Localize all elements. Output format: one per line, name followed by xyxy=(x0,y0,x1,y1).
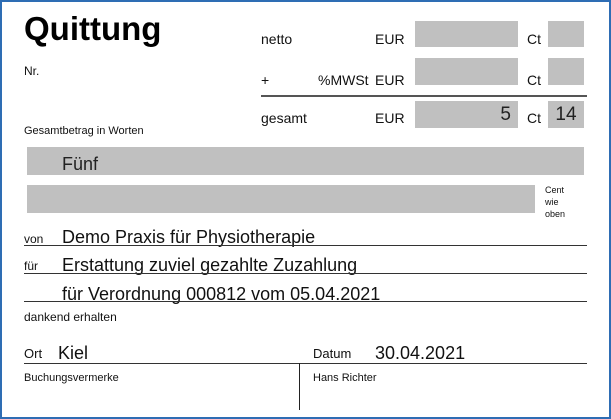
fuer-label: für xyxy=(24,259,39,273)
words-value: Fünf xyxy=(62,154,99,174)
netto-label: netto xyxy=(261,31,293,47)
von-value[interactable]: Demo Praxis für Physiotherapie xyxy=(62,227,316,247)
mwst-ct-label: Ct xyxy=(527,72,541,88)
booking-label: Buchungsvermerke xyxy=(24,372,119,384)
datum-label: Datum xyxy=(313,346,352,361)
signer-name: Hans Richter xyxy=(313,372,377,384)
mwst-currency: EUR xyxy=(375,72,405,88)
mwst-prefix: + xyxy=(261,72,270,88)
netto-ct-field[interactable] xyxy=(548,21,584,47)
words-field[interactable]: Fünf xyxy=(27,147,584,175)
von-line xyxy=(24,245,587,246)
words-label: Gesamtbetrag in Worten xyxy=(24,125,144,137)
gesamt-ct-label: Ct xyxy=(527,110,541,126)
cent-note-3: oben xyxy=(545,209,566,219)
nr-label: Nr. xyxy=(24,64,40,78)
page-title: Quittung xyxy=(24,10,162,47)
datum-value[interactable]: 30.04.2021 xyxy=(375,343,466,363)
gesamt-ct-field[interactable]: 14 xyxy=(548,101,584,128)
fuer-line-2 xyxy=(24,301,587,302)
mwst-label-text: %MWSt xyxy=(318,72,369,88)
gesamt-currency: EUR xyxy=(375,110,405,126)
gesamt-eur-field[interactable]: 5 xyxy=(415,101,518,128)
cent-note-1: Cent xyxy=(545,185,565,195)
gesamt-label: gesamt xyxy=(261,110,307,126)
signature-divider xyxy=(299,363,300,410)
mwst-eur-field[interactable] xyxy=(415,58,518,85)
sum-divider xyxy=(261,95,587,97)
ort-datum-line xyxy=(24,363,587,364)
netto-currency: EUR xyxy=(375,31,405,47)
von-label: von xyxy=(24,232,44,246)
received-text: dankend erhalten xyxy=(24,310,117,324)
netto-eur-field[interactable] xyxy=(415,21,518,47)
ort-value[interactable]: Kiel xyxy=(58,343,89,363)
netto-ct-label: Ct xyxy=(527,31,541,47)
fuer-value-2[interactable]: für Verordnung 000812 vom 05.04.2021 xyxy=(62,284,381,304)
cent-note-2: wie xyxy=(545,197,559,207)
fuer-value[interactable]: Erstattung zuviel gezahlte Zuzahlung xyxy=(62,255,358,275)
words-field-2[interactable] xyxy=(27,185,535,213)
cent-note: Cent wie oben xyxy=(545,184,565,220)
fuer-line xyxy=(24,273,587,274)
ort-label: Ort xyxy=(24,346,43,361)
mwst-ct-field[interactable] xyxy=(548,58,584,85)
